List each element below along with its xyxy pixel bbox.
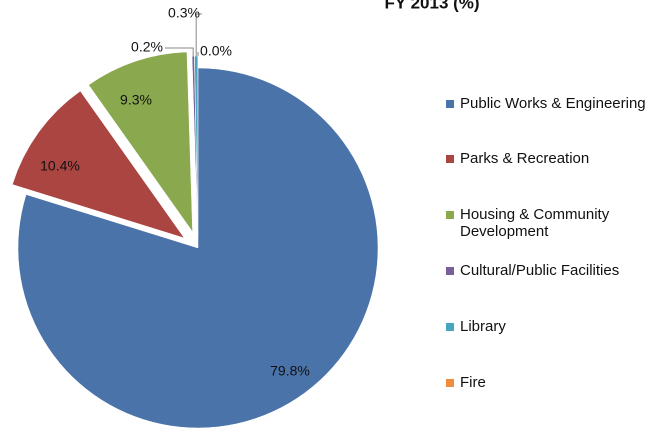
legend-item: Fire [446, 374, 666, 391]
legend-item: Public Works & Engineering [446, 95, 666, 112]
legend-swatch [446, 267, 454, 275]
legend-label: Library [460, 318, 506, 335]
data-label: 10.4% [40, 158, 80, 174]
data-label: 9.3% [120, 92, 152, 108]
legend-swatch [446, 323, 454, 331]
chart-title: FY 2013 (%) [384, 0, 479, 12]
legend-label: Housing & Community Development [460, 206, 610, 240]
legend-swatch [446, 155, 454, 163]
pie-slice [12, 90, 185, 239]
legend-label: Parks & Recreation [460, 150, 590, 167]
legend-swatch [446, 211, 454, 219]
legend-item: Parks & Recreation [446, 150, 666, 167]
data-label: 79.8% [270, 363, 310, 379]
pie-slice [17, 67, 379, 429]
data-label: 0.2% [131, 39, 163, 55]
data-label: 0.0% [200, 43, 232, 59]
legend-swatch [446, 100, 454, 108]
legend-swatch [446, 379, 454, 387]
legend-item: Cultural/Public Facilities [446, 262, 666, 279]
data-label: 0.3% [168, 5, 200, 21]
leader-line [165, 47, 194, 57]
legend-label: Cultural/Public Facilities [460, 262, 620, 279]
legend-label: Fire [460, 374, 486, 391]
pie-slice [88, 51, 193, 233]
legend-item: Library [446, 318, 666, 335]
legend-label: Public Works & Engineering [460, 95, 646, 112]
legend-item: Housing & Community Development [446, 206, 666, 240]
leader-line [195, 13, 202, 57]
